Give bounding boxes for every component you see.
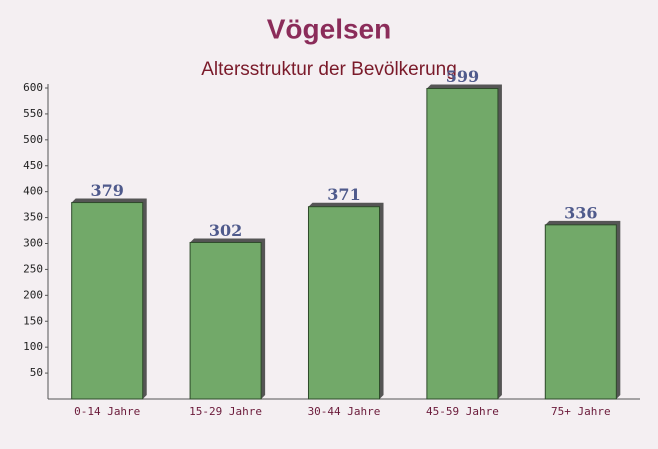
x-tick-label: 75+ Jahre	[551, 405, 611, 418]
bar	[544, 224, 617, 400]
y-tick-label: 50	[30, 366, 43, 379]
value-label: 336	[564, 203, 597, 222]
y-tick-label: 550	[23, 107, 43, 120]
x-tick-label: 45-59 Jahre	[426, 405, 499, 418]
value-label: 379	[90, 181, 123, 200]
y-tick-label: 450	[23, 159, 43, 172]
chart-title: Vögelsen	[267, 13, 391, 44]
y-tick-label: 300	[23, 237, 43, 250]
value-label: 371	[327, 185, 360, 204]
value-label: 302	[209, 221, 242, 240]
y-tick-label: 250	[23, 262, 43, 275]
bar	[426, 88, 499, 400]
y-tick-label: 400	[23, 185, 43, 198]
x-tick-label: 15-29 Jahre	[189, 405, 262, 418]
x-tick-label: 30-44 Jahre	[308, 405, 381, 418]
y-tick-label: 100	[23, 340, 43, 353]
value-label: 599	[446, 67, 479, 86]
x-tick-label: 0-14 Jahre	[74, 405, 140, 418]
bar	[307, 206, 381, 400]
bar	[71, 202, 144, 400]
y-tick-label: 150	[23, 314, 43, 327]
y-tick-label: 500	[23, 133, 43, 146]
y-tick-label: 350	[23, 211, 43, 224]
y-tick-label: 600	[23, 81, 43, 94]
y-tick-label: 200	[23, 288, 43, 301]
bar	[189, 241, 262, 400]
chart-subtitle: Altersstruktur der Bevölkerung	[201, 59, 457, 80]
